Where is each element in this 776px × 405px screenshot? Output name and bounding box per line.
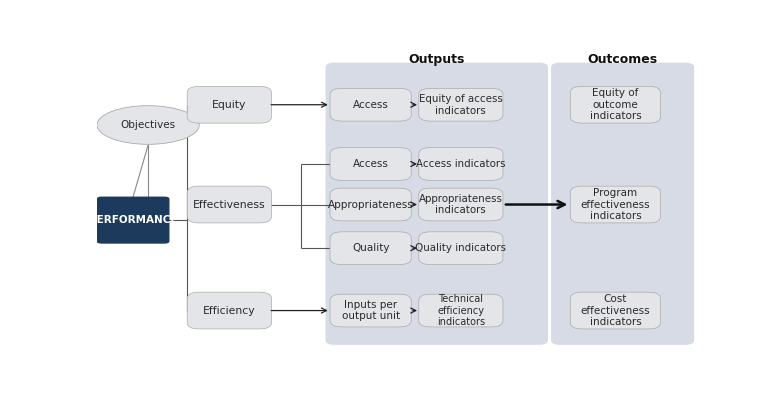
Ellipse shape xyxy=(97,106,199,144)
FancyBboxPatch shape xyxy=(419,88,503,121)
Text: Access: Access xyxy=(353,159,389,169)
Text: Access indicators: Access indicators xyxy=(416,159,506,169)
Text: Efficiency: Efficiency xyxy=(203,305,255,315)
Text: Program
effectiveness
indicators: Program effectiveness indicators xyxy=(580,188,650,221)
Text: Quality: Quality xyxy=(352,243,390,253)
FancyBboxPatch shape xyxy=(419,147,503,180)
Text: Objectives: Objectives xyxy=(120,120,175,130)
FancyBboxPatch shape xyxy=(330,232,411,264)
FancyBboxPatch shape xyxy=(330,88,411,121)
Text: Appropriateness: Appropriateness xyxy=(327,200,414,209)
FancyBboxPatch shape xyxy=(570,186,660,223)
Text: Outputs: Outputs xyxy=(409,53,465,66)
FancyBboxPatch shape xyxy=(551,63,695,345)
FancyBboxPatch shape xyxy=(326,63,548,345)
FancyBboxPatch shape xyxy=(330,147,411,180)
FancyBboxPatch shape xyxy=(187,292,272,329)
Text: PERFORMANCE: PERFORMANCE xyxy=(88,215,178,225)
FancyBboxPatch shape xyxy=(330,294,411,327)
Text: Equity of access
indicators: Equity of access indicators xyxy=(419,94,503,115)
Text: Equity: Equity xyxy=(212,100,247,110)
FancyBboxPatch shape xyxy=(419,188,503,221)
Text: Appropriateness
indicators: Appropriateness indicators xyxy=(419,194,503,215)
FancyBboxPatch shape xyxy=(570,292,660,329)
Text: Access: Access xyxy=(353,100,389,110)
FancyBboxPatch shape xyxy=(187,86,272,123)
FancyBboxPatch shape xyxy=(97,196,169,244)
FancyBboxPatch shape xyxy=(187,186,272,223)
Text: Cost
effectiveness
indicators: Cost effectiveness indicators xyxy=(580,294,650,327)
Text: Inputs per
output unit: Inputs per output unit xyxy=(341,300,400,321)
Text: Outcomes: Outcomes xyxy=(587,53,658,66)
Text: Technical
efficiency
indicators: Technical efficiency indicators xyxy=(437,294,485,327)
FancyBboxPatch shape xyxy=(419,232,503,264)
Text: Effectiveness: Effectiveness xyxy=(193,200,265,209)
FancyBboxPatch shape xyxy=(330,188,411,221)
Text: Equity of
outcome
indicators: Equity of outcome indicators xyxy=(590,88,641,122)
FancyBboxPatch shape xyxy=(570,86,660,123)
Text: Quality indicators: Quality indicators xyxy=(415,243,507,253)
FancyBboxPatch shape xyxy=(419,294,503,327)
